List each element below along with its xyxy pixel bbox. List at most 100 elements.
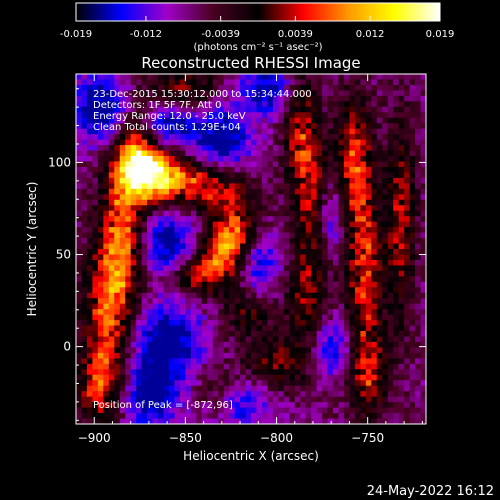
heatmap-pixel bbox=[267, 177, 274, 184]
heatmap-pixel bbox=[267, 106, 274, 113]
heatmap-pixel bbox=[387, 177, 394, 184]
heatmap-pixel bbox=[311, 221, 318, 228]
heatmap-pixel bbox=[338, 188, 345, 195]
heatmap-pixel bbox=[376, 156, 383, 162]
heatmap-pixel bbox=[404, 79, 410, 86]
heatmap-pixel bbox=[108, 309, 115, 316]
heatmap-pixel bbox=[261, 194, 268, 201]
heatmap-pixel bbox=[114, 402, 121, 408]
heatmap-pixel bbox=[218, 101, 225, 108]
heatmap-pixel bbox=[185, 391, 192, 398]
heatmap-pixel bbox=[305, 331, 312, 337]
heatmap-pixel bbox=[240, 95, 246, 102]
heatmap-pixel bbox=[338, 385, 345, 392]
heatmap-pixel bbox=[179, 385, 186, 392]
heatmap-pixel bbox=[234, 79, 241, 86]
heatmap-pixel bbox=[147, 194, 153, 201]
heatmap-pixel bbox=[86, 145, 93, 151]
heatmap-pixel bbox=[283, 232, 290, 239]
heatmap-pixel bbox=[305, 145, 312, 151]
heatmap-pixel bbox=[76, 210, 82, 217]
heatmap-pixel bbox=[190, 243, 197, 250]
heatmap-pixel bbox=[97, 238, 104, 244]
heatmap-pixel bbox=[136, 418, 143, 425]
heatmap-pixel bbox=[245, 402, 252, 408]
heatmap-pixel bbox=[141, 199, 148, 206]
heatmap-pixel bbox=[420, 369, 427, 376]
heatmap-pixel bbox=[316, 166, 323, 173]
heatmap-pixel bbox=[174, 402, 181, 408]
y-tick-label: 0 bbox=[63, 340, 71, 354]
heatmap-pixel bbox=[415, 210, 421, 217]
heatmap-pixel bbox=[163, 320, 170, 326]
heatmap-pixel bbox=[404, 249, 410, 255]
heatmap-pixel bbox=[278, 358, 285, 365]
heatmap-pixel bbox=[86, 374, 93, 381]
heatmap-pixel bbox=[360, 74, 367, 80]
heatmap-pixel bbox=[76, 358, 82, 365]
heatmap-pixel bbox=[272, 336, 279, 343]
heatmap-pixel bbox=[229, 194, 235, 201]
heatmap-pixel bbox=[261, 161, 268, 168]
heatmap-pixel bbox=[305, 188, 312, 195]
heatmap-pixel bbox=[152, 150, 159, 157]
heatmap-pixel bbox=[420, 418, 427, 425]
heatmap-pixel bbox=[245, 238, 252, 244]
heatmap-pixel bbox=[163, 210, 170, 217]
heatmap-pixel bbox=[196, 183, 203, 190]
heatmap-pixel bbox=[207, 249, 214, 255]
heatmap-pixel bbox=[327, 287, 334, 294]
heatmap-pixel bbox=[283, 128, 290, 135]
heatmap-pixel bbox=[278, 292, 285, 299]
heatmap-pixel bbox=[97, 347, 104, 354]
heatmap-pixel bbox=[147, 101, 153, 108]
heatmap-pixel bbox=[125, 259, 132, 266]
heatmap-pixel bbox=[382, 254, 389, 261]
heatmap-pixel bbox=[333, 292, 339, 299]
heatmap-pixel bbox=[387, 391, 394, 398]
heatmap-pixel bbox=[404, 320, 410, 326]
heatmap-pixel bbox=[393, 177, 400, 184]
heatmap-pixel bbox=[81, 134, 88, 141]
heatmap-pixel bbox=[218, 227, 225, 233]
heatmap-pixel bbox=[343, 402, 350, 408]
heatmap-pixel bbox=[245, 309, 252, 316]
heatmap-pixel bbox=[196, 407, 203, 414]
heatmap-pixel bbox=[283, 402, 290, 408]
heatmap-pixel bbox=[190, 227, 197, 233]
heatmap-pixel bbox=[201, 145, 208, 151]
heatmap-pixel bbox=[387, 254, 394, 261]
heatmap-pixel bbox=[108, 188, 115, 195]
heatmap-pixel bbox=[158, 402, 164, 408]
heatmap-pixel bbox=[179, 298, 186, 305]
heatmap-pixel bbox=[322, 205, 328, 212]
heatmap-pixel bbox=[333, 270, 339, 277]
heatmap-pixel bbox=[201, 139, 208, 146]
heatmap-pixel bbox=[267, 227, 274, 233]
heatmap-pixel bbox=[141, 221, 148, 228]
heatmap-pixel bbox=[130, 188, 137, 195]
heatmap-pixel bbox=[179, 150, 186, 157]
heatmap-pixel bbox=[190, 347, 197, 354]
heatmap-pixel bbox=[201, 298, 208, 305]
heatmap-pixel bbox=[343, 254, 350, 261]
heatmap-pixel bbox=[371, 79, 378, 86]
heatmap-pixel bbox=[201, 407, 208, 414]
heatmap-pixel bbox=[360, 341, 367, 348]
heatmap-pixel bbox=[376, 172, 383, 179]
heatmap-pixel bbox=[267, 221, 274, 228]
heatmap-pixel bbox=[130, 210, 137, 217]
heatmap-pixel bbox=[409, 134, 416, 141]
heatmap-pixel bbox=[125, 161, 132, 168]
heatmap-pixel bbox=[185, 145, 192, 151]
heatmap-pixel bbox=[327, 199, 334, 206]
heatmap-pixel bbox=[218, 396, 225, 403]
heatmap-pixel bbox=[349, 194, 356, 201]
heatmap-pixel bbox=[278, 336, 285, 343]
heatmap-pixel bbox=[289, 369, 296, 376]
heatmap-pixel bbox=[147, 369, 153, 376]
heatmap-pixel bbox=[223, 341, 230, 348]
heatmap-pixel bbox=[338, 84, 345, 91]
heatmap-pixel bbox=[343, 259, 350, 266]
heatmap-pixel bbox=[322, 402, 328, 408]
